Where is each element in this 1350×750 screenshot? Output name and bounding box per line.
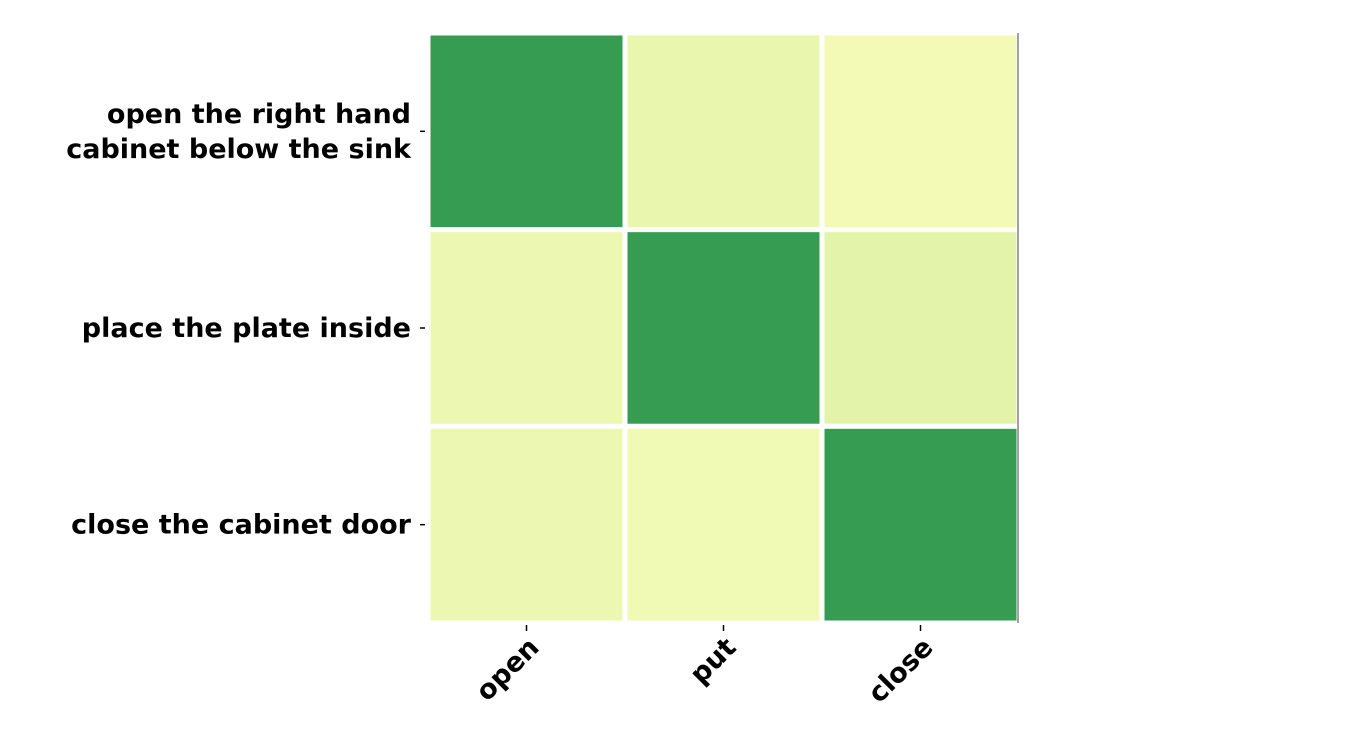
heatmap-cells [425,30,1022,626]
heatmap-cell [622,30,825,233]
heatmap-cell [622,227,825,429]
heatmap-cell [622,423,825,626]
x-tick-label: open [470,632,545,707]
heatmap-cell [425,30,628,233]
heatmap-cell [819,423,1022,626]
heatmap-cell [819,227,1022,429]
heatmap-cell [425,423,628,626]
heatmap-cell [819,30,1022,233]
y-tick-label: place the plate inside [82,313,411,344]
heatmap-axes [420,33,1019,631]
y-tick-label: open the right hand cabinet below the sin… [66,98,412,164]
heatmap-cell [425,227,628,429]
x-tick-label: put [684,632,742,690]
x-tick-label: close [862,632,939,709]
y-tick-label: close the cabinet door [71,509,412,540]
